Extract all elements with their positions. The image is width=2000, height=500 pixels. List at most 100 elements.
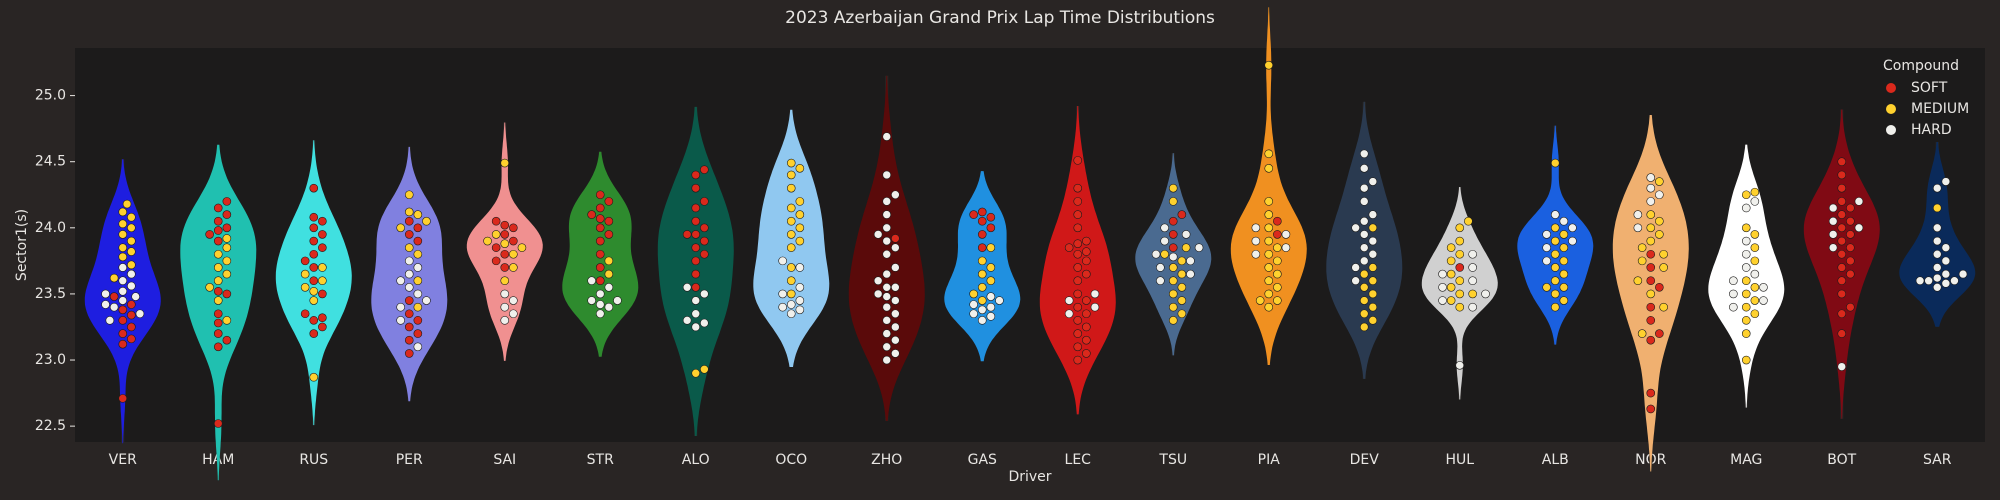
swarm-point (1550, 302, 1560, 312)
swarm-point (1741, 249, 1751, 259)
swarm-point (1160, 223, 1169, 233)
swarm-point (491, 216, 501, 226)
swarm-point (1351, 276, 1360, 285)
swarm-point (1455, 361, 1465, 370)
swarm-point (969, 300, 978, 309)
swarm-point (1082, 309, 1091, 319)
swarm-point (118, 296, 128, 305)
swarm-point (1828, 203, 1838, 213)
swarm-point (986, 212, 996, 222)
swarm-point (131, 292, 140, 301)
swarm-point (1273, 230, 1282, 239)
swarm-point (986, 223, 996, 233)
swarm-point (1160, 249, 1169, 259)
swarm-point (969, 289, 978, 299)
swarm-point (1168, 216, 1178, 226)
swarm-point (509, 296, 518, 305)
swarm-point (127, 247, 136, 256)
swarm-point (300, 269, 310, 279)
swarm-point (509, 309, 518, 319)
swarm-point (1729, 302, 1738, 312)
swarm-point (1741, 316, 1751, 325)
swarm-point (1168, 197, 1178, 206)
swarm-point (1828, 243, 1838, 252)
swarm-point (691, 283, 701, 292)
swarm-point (213, 203, 223, 213)
swarm-point (1741, 302, 1751, 312)
swarm-point (1368, 302, 1378, 312)
swarm-point (1264, 236, 1274, 246)
swarm-point (1550, 223, 1560, 233)
violin (1517, 125, 1594, 345)
swarm-point (1837, 263, 1847, 272)
swarm-point (1264, 197, 1274, 206)
swarm-point (1359, 283, 1369, 292)
swarm-point (1368, 210, 1378, 219)
swarm-point (318, 289, 327, 299)
swarm-point (396, 223, 405, 233)
swarm-point (595, 300, 605, 309)
swarm-point (1837, 309, 1847, 319)
swarm-point (1633, 276, 1643, 285)
swarm-point (309, 263, 319, 272)
swarm-point (404, 269, 414, 279)
swarm-point (1741, 329, 1751, 338)
swarm-point (1837, 223, 1847, 233)
swarm-point (1359, 183, 1369, 193)
swarm-point (1251, 236, 1261, 246)
swarm-point (1264, 263, 1274, 272)
swarm-point (222, 335, 232, 345)
swarm-point (1828, 216, 1838, 226)
x-tick-label: LEC (1065, 452, 1092, 468)
swarm-point (595, 236, 605, 246)
swarm-point (500, 230, 510, 239)
swarm-point (595, 190, 605, 200)
swarm-point (786, 309, 796, 319)
swarm-point (1759, 283, 1768, 292)
swarm-point (1446, 296, 1456, 305)
swarm-point (786, 170, 796, 180)
swarm-point (101, 289, 110, 299)
swarm-point (222, 269, 232, 279)
swarm-point (413, 316, 423, 325)
swarm-point (1359, 296, 1369, 305)
swarm-point (1438, 269, 1447, 279)
swarm-point (1359, 243, 1369, 252)
x-tick-label: SAR (1923, 452, 1952, 468)
swarm-point (595, 214, 605, 223)
swarm-point (500, 302, 510, 312)
swarm-point (995, 296, 1004, 305)
swarm-point (1151, 249, 1161, 259)
swarm-point (404, 322, 414, 332)
swarm-point (318, 216, 327, 226)
swarm-point (1837, 170, 1847, 180)
swarm-point (682, 283, 692, 292)
swarm-point (1759, 296, 1768, 305)
swarm-point (1932, 223, 1942, 233)
swarm-point (1542, 256, 1551, 266)
swarm-point (882, 249, 892, 259)
swarm-point (700, 223, 709, 233)
swarm-point (691, 269, 701, 279)
swarm-point (222, 223, 232, 233)
swarm-point (1932, 263, 1942, 272)
swarm-point (691, 309, 701, 319)
swarm-point (127, 260, 136, 270)
swarm-point (786, 158, 796, 168)
swarm-point (1646, 289, 1656, 299)
swarm-point (118, 316, 128, 325)
swarm-point (1741, 203, 1751, 213)
swarm-point (500, 158, 510, 168)
swarm-point (1455, 276, 1465, 285)
swarm-point (778, 256, 787, 266)
swarm-point (1837, 197, 1847, 206)
swarm-point (222, 316, 232, 325)
swarm-point (413, 236, 423, 246)
swarm-point (205, 230, 214, 239)
swarm-point (109, 292, 119, 301)
swarm-point (977, 243, 987, 252)
swarm-point (795, 210, 805, 219)
swarm-point (882, 132, 892, 141)
swarm-point (1359, 197, 1369, 206)
swarm-point (1568, 236, 1577, 246)
